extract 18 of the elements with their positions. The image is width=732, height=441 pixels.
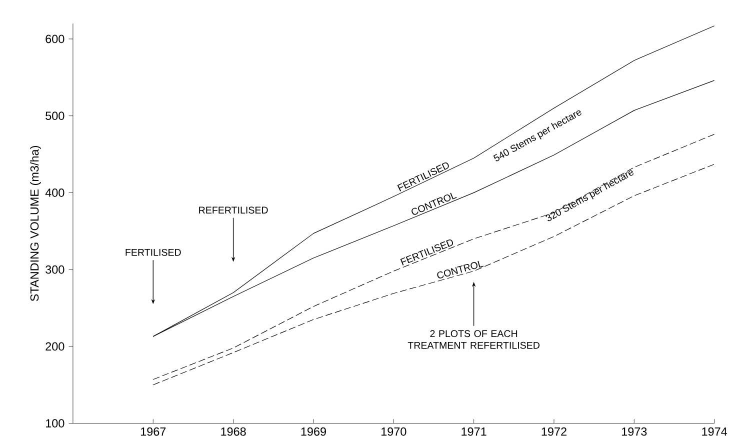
y-tick-label: 300	[46, 265, 64, 274]
y-tick-label: 400	[45, 188, 64, 197]
x-tick-label: 1970	[381, 427, 406, 436]
x-tick-label: 1969	[301, 427, 326, 436]
annotation: 2 PLOTS OF EACH TREATMENT REFERTILISED	[408, 330, 540, 349]
x-tick-label: 1968	[221, 427, 246, 436]
x-tick-label: 1972	[542, 427, 566, 436]
y-tick-label: 600	[46, 34, 64, 44]
annotation: FERTILISED	[126, 248, 181, 256]
x-tick-label: 1967	[140, 427, 166, 436]
y-axis-title: STANDING VOLUME (m3/ha)	[30, 146, 41, 302]
y-tick-label: 100	[46, 419, 64, 428]
annotation: REFERTILISED	[199, 206, 268, 214]
y-tick-label: 200	[46, 342, 64, 351]
y-tick-label: 500	[46, 112, 64, 120]
x-tick-label: 1971	[462, 427, 486, 436]
x-tick-label: 1973	[622, 427, 647, 436]
x-tick-label: 1974	[702, 427, 728, 436]
